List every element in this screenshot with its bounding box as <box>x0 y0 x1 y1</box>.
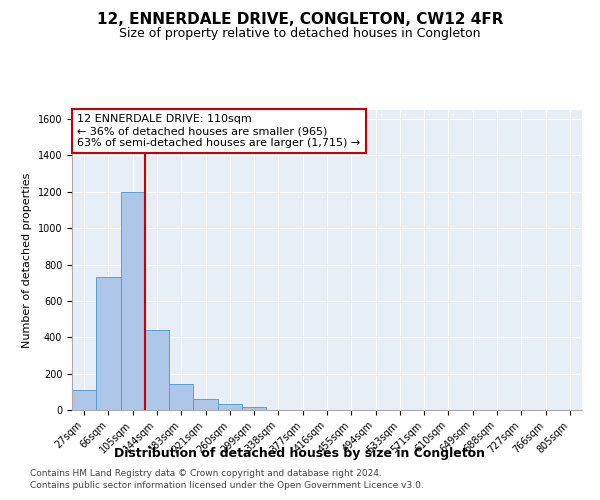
Text: Contains HM Land Registry data © Crown copyright and database right 2024.: Contains HM Land Registry data © Crown c… <box>30 468 382 477</box>
Text: Distribution of detached houses by size in Congleton: Distribution of detached houses by size … <box>115 448 485 460</box>
Bar <box>242 406 266 410</box>
Text: 12, ENNERDALE DRIVE, CONGLETON, CW12 4FR: 12, ENNERDALE DRIVE, CONGLETON, CW12 4FR <box>97 12 503 28</box>
Bar <box>193 399 218 410</box>
Text: Size of property relative to detached houses in Congleton: Size of property relative to detached ho… <box>119 28 481 40</box>
Text: 12 ENNERDALE DRIVE: 110sqm
← 36% of detached houses are smaller (965)
63% of sem: 12 ENNERDALE DRIVE: 110sqm ← 36% of deta… <box>77 114 361 148</box>
Bar <box>145 330 169 410</box>
Bar <box>121 192 145 410</box>
Bar <box>169 384 193 410</box>
Bar <box>72 390 96 410</box>
Bar <box>218 404 242 410</box>
Bar <box>96 278 121 410</box>
Text: Contains public sector information licensed under the Open Government Licence v3: Contains public sector information licen… <box>30 481 424 490</box>
Y-axis label: Number of detached properties: Number of detached properties <box>22 172 32 348</box>
